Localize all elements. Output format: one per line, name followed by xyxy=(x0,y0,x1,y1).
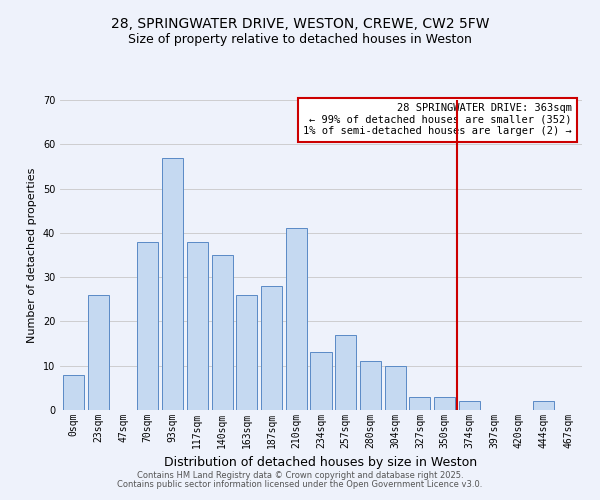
Bar xyxy=(212,255,233,410)
Bar xyxy=(88,295,109,410)
Bar xyxy=(533,401,554,410)
Bar xyxy=(261,286,282,410)
Bar xyxy=(310,352,332,410)
Bar xyxy=(63,374,84,410)
Text: Size of property relative to detached houses in Weston: Size of property relative to detached ho… xyxy=(128,32,472,46)
Bar xyxy=(360,362,381,410)
Y-axis label: Number of detached properties: Number of detached properties xyxy=(27,168,37,342)
Bar xyxy=(409,396,430,410)
Text: 28 SPRINGWATER DRIVE: 363sqm
← 99% of detached houses are smaller (352)
1% of se: 28 SPRINGWATER DRIVE: 363sqm ← 99% of de… xyxy=(303,103,572,136)
Bar xyxy=(459,401,480,410)
Text: 28, SPRINGWATER DRIVE, WESTON, CREWE, CW2 5FW: 28, SPRINGWATER DRIVE, WESTON, CREWE, CW… xyxy=(111,18,489,32)
Bar xyxy=(385,366,406,410)
Bar xyxy=(434,396,455,410)
Bar xyxy=(162,158,183,410)
X-axis label: Distribution of detached houses by size in Weston: Distribution of detached houses by size … xyxy=(164,456,478,469)
Bar xyxy=(236,295,257,410)
Bar xyxy=(286,228,307,410)
Text: Contains public sector information licensed under the Open Government Licence v3: Contains public sector information licen… xyxy=(118,480,482,489)
Bar xyxy=(187,242,208,410)
Bar xyxy=(137,242,158,410)
Bar xyxy=(335,334,356,410)
Text: Contains HM Land Registry data © Crown copyright and database right 2025.: Contains HM Land Registry data © Crown c… xyxy=(137,471,463,480)
